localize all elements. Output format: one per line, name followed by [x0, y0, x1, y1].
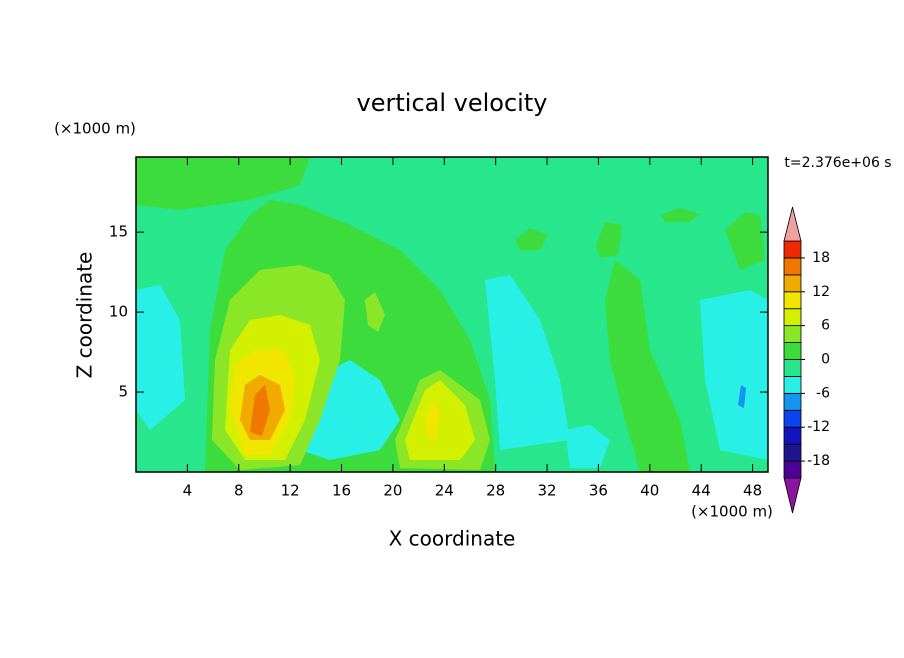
- contour-region: [405, 380, 475, 460]
- colorbar-box: [783, 460, 802, 479]
- contour-region: [136, 285, 185, 430]
- y-tick-label: 15: [109, 223, 128, 241]
- colorbar-box: [783, 274, 802, 293]
- colorbar-tick-label: -18: [807, 453, 830, 469]
- colorbar-under: [783, 477, 802, 514]
- time-label: t=2.376e+06 s: [784, 155, 891, 171]
- colorbar-box: [783, 342, 802, 360]
- y-tick-label: 10: [109, 303, 128, 321]
- contour-region: [485, 275, 570, 450]
- y-axis-label: Z coordinate: [73, 252, 97, 379]
- colorbar-box: [783, 392, 802, 411]
- colorbar-box: [783, 240, 802, 259]
- x-axis-label: X coordinate: [389, 527, 516, 551]
- x-tick-label: 24: [435, 482, 454, 500]
- colorbar-tick-label: -12: [807, 419, 830, 435]
- colorbar-box: [783, 409, 802, 428]
- contour-region: [738, 385, 746, 408]
- contour-region: [136, 157, 310, 210]
- colorbar-tick-label: 18: [812, 250, 830, 266]
- colorbar-box: [783, 426, 802, 445]
- contour-region: [725, 212, 765, 270]
- colorbar-box: [783, 376, 802, 394]
- x-tick-label: 48: [743, 482, 762, 500]
- colorbar-over: [783, 206, 802, 242]
- x-tick-label: 4: [183, 482, 193, 500]
- colorbar-box: [783, 359, 802, 377]
- colorbar-tick-label: 0: [821, 352, 830, 368]
- contour-region: [700, 290, 768, 460]
- plot-frame: [135, 156, 769, 473]
- colorbar-box: [783, 308, 802, 327]
- chart-title: vertical velocity: [357, 89, 548, 117]
- x-tick-label: 8: [234, 482, 244, 500]
- x-tick-label: 28: [486, 482, 505, 500]
- contour-region: [565, 425, 610, 468]
- colorbar-tick-label: -6: [816, 385, 830, 401]
- x-unit: (×1000 m): [691, 503, 773, 521]
- x-tick-label: 12: [281, 482, 300, 500]
- colorbar-box: [783, 257, 802, 276]
- y-tick-label: 5: [118, 383, 128, 401]
- x-tick-label: 44: [692, 482, 711, 500]
- contour-region: [660, 208, 700, 222]
- y-unit: (×1000 m): [54, 120, 136, 138]
- colorbar-box: [783, 443, 802, 462]
- colorbar-tick-label: 6: [821, 318, 830, 334]
- contour-region: [365, 292, 385, 332]
- x-tick-label: 20: [383, 482, 402, 500]
- contour-region: [250, 385, 270, 436]
- x-tick-label: 32: [538, 482, 557, 500]
- x-tick-label: 36: [589, 482, 608, 500]
- contour-region: [605, 260, 690, 472]
- contour-region: [425, 400, 440, 440]
- contour-region: [515, 228, 548, 250]
- x-tick-label: 40: [640, 482, 659, 500]
- colorbar-tick-label: 12: [812, 284, 830, 300]
- contour-region: [596, 222, 622, 258]
- x-tick-label: 16: [332, 482, 351, 500]
- colorbar-box: [783, 325, 802, 343]
- colorbar-box: [783, 291, 802, 310]
